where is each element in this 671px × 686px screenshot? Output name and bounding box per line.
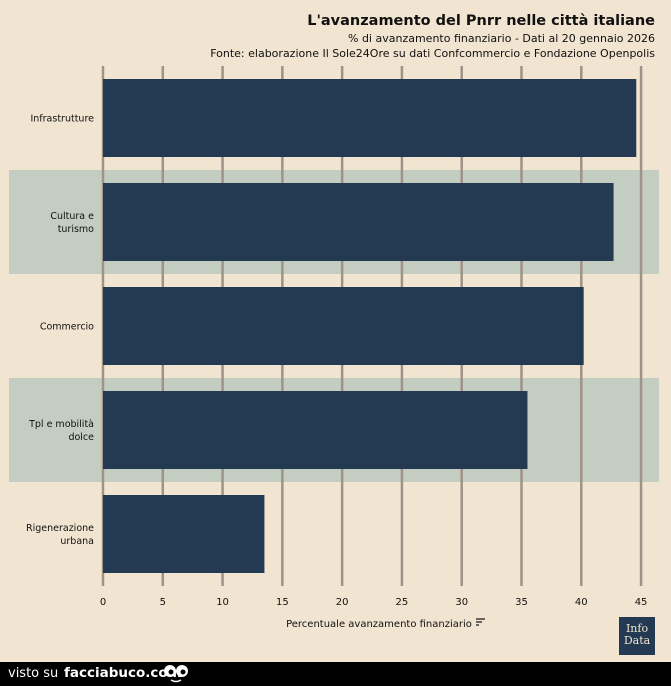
category-label: Cultura e turismo — [50, 211, 94, 235]
infodata-logo: Info Data — [619, 617, 655, 655]
sort-icon[interactable] — [476, 618, 485, 626]
x-tick-label: 10 — [216, 597, 229, 608]
bar — [103, 183, 614, 261]
x-tick-label: 15 — [276, 597, 289, 608]
chart-source: Fonte: elaborazione Il Sole24Ore su dati… — [210, 47, 655, 60]
eyes-icon — [164, 665, 188, 683]
category-label: Commercio — [40, 322, 94, 333]
chart-title: L'avanzamento del Pnrr nelle città itali… — [307, 13, 655, 29]
bar — [103, 287, 584, 365]
bar — [103, 79, 637, 157]
category-label: Infrastrutture — [30, 114, 94, 125]
category-label: Tpl e mobilità dolce — [28, 419, 94, 443]
x-tick-label: 45 — [635, 597, 648, 608]
bar — [103, 495, 265, 573]
logo-line-1: Info — [625, 622, 649, 635]
bar-chart: Infrastrutture Cultura e turismo Commercio T… — [9, 66, 659, 630]
x-tick-label: 25 — [396, 597, 409, 608]
x-axis-title: Percentuale avanzamento finanziario — [286, 619, 472, 630]
footer-visto: visto su — [8, 666, 59, 681]
x-tick-label: 0 — [100, 597, 106, 608]
x-tick-label: 20 — [336, 597, 349, 608]
x-tick-label: 30 — [455, 597, 468, 608]
footer-bar: visto su facciabuco.com — [0, 662, 671, 686]
footer-site-link[interactable]: facciabuco.com — [64, 665, 182, 681]
x-tick-label: 5 — [160, 597, 166, 608]
chart-subtitle: % di avanzamento finanziario - Dati al 2… — [348, 32, 655, 45]
bar — [103, 391, 528, 469]
x-tick-label: 35 — [515, 597, 528, 608]
x-tick-label: 40 — [575, 597, 588, 608]
title-block: L'avanzamento del Pnrr nelle città itali… — [210, 12, 655, 61]
category-label: Rigenerazione urbana — [26, 523, 94, 547]
logo-line-2: Data — [623, 634, 651, 647]
